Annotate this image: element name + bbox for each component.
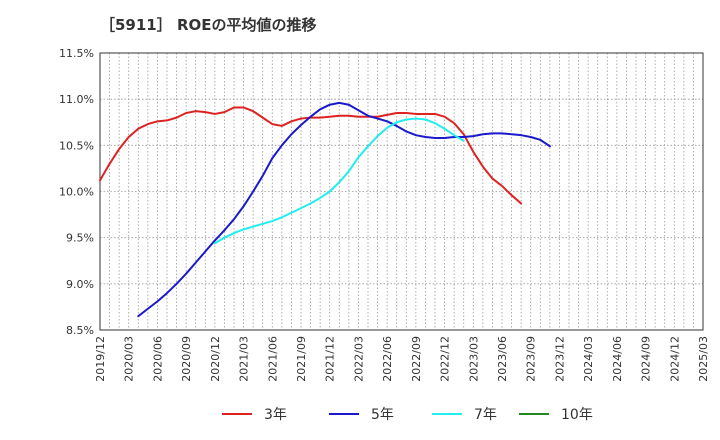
x-tick-label: 2022/09 [410, 336, 423, 382]
x-tick-label: 2020/12 [209, 336, 222, 382]
y-tick-label: 10.5% [59, 139, 94, 152]
x-tick-label: 2024/06 [611, 336, 624, 382]
plot-frame [99, 52, 704, 331]
x-tick-label: 2022/03 [352, 336, 365, 382]
x-tick-label: 2023/06 [496, 336, 509, 382]
legend: 3年 5年 7年 10年 [222, 407, 593, 423]
x-tick-label: 2022/06 [381, 336, 394, 382]
y-tick-label: 9.5% [66, 232, 94, 245]
legend-label: 3年 [264, 407, 287, 423]
x-tick-label: 2020/03 [123, 336, 136, 382]
y-tick-label: 11.5% [59, 47, 94, 60]
x-tick-label: 2023/09 [525, 336, 538, 382]
x-tick-label: 2025/03 [697, 336, 710, 382]
y-tick-label: 11.0% [59, 93, 94, 106]
x-tick-label: 2020/06 [151, 336, 164, 382]
x-tick-label: 2021/06 [266, 336, 279, 382]
y-tick-label: 8.5% [66, 324, 94, 337]
x-tick-label: 2021/03 [238, 336, 251, 382]
grid-layer [100, 53, 703, 330]
axis-labels: 8.5% 9.0% 9.5% 10.0% 10.5% 11.0% 11.5% 2019/12 2… [59, 47, 710, 382]
x-tick-label: 2024/12 [668, 336, 681, 382]
x-tick-label: 2024/03 [582, 336, 595, 382]
x-tick-label: 2021/09 [295, 336, 308, 382]
legend-label: 7年 [474, 407, 497, 423]
x-tick-label: 2021/12 [324, 336, 337, 382]
y-tick-label: 9.0% [66, 278, 94, 291]
x-tick-label: 2023/12 [553, 336, 566, 382]
series-layer [99, 101, 551, 318]
series-line-5年 [137, 101, 551, 318]
x-tick-label: 2023/03 [467, 336, 480, 382]
x-tick-label: 2019/12 [94, 336, 107, 382]
x-tick-label: 2020/09 [180, 336, 193, 382]
legend-label: 10年 [561, 407, 593, 423]
chart-title: ［5911］ ROEの平均値の推移 [100, 16, 317, 34]
x-tick-label: 2024/09 [640, 336, 653, 382]
series-line-7年 [213, 117, 465, 245]
y-tick-label: 10.0% [59, 186, 94, 199]
x-tick-label: 2022/12 [439, 336, 452, 382]
legend-label: 5年 [371, 407, 394, 423]
